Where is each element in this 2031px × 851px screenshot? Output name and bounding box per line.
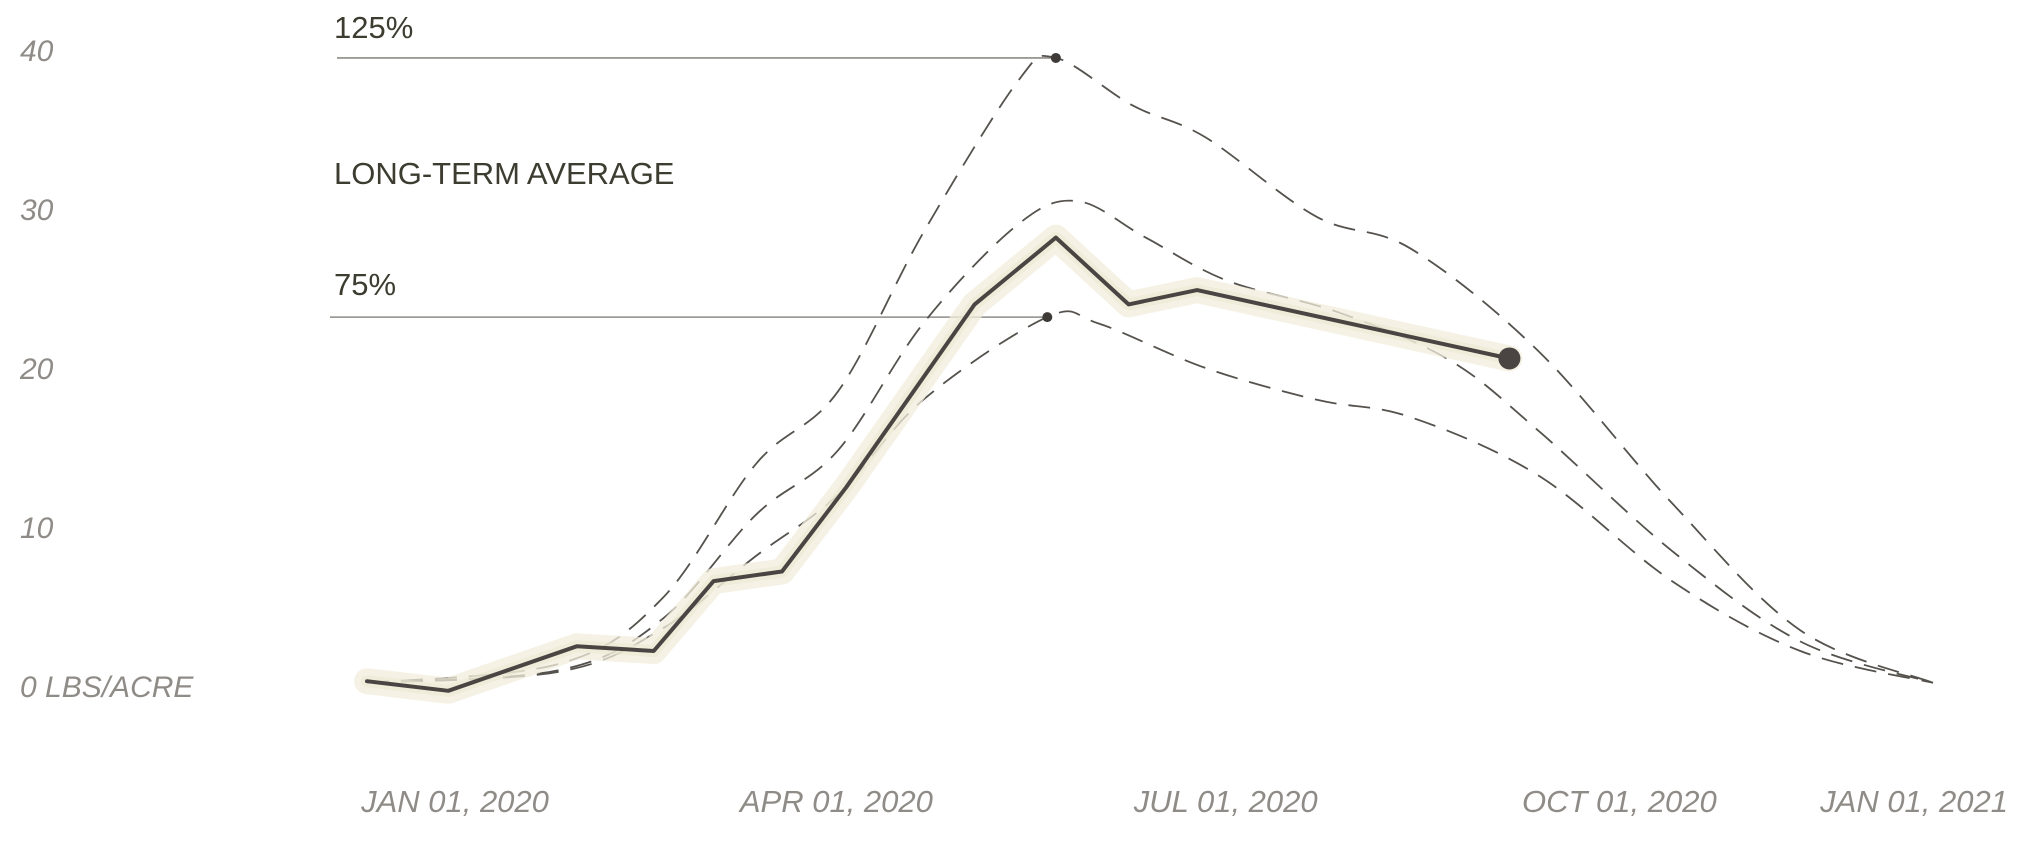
latest-value-marker: [1498, 347, 1521, 370]
annotation-label-125: 125%: [334, 10, 413, 45]
y-tick-label: 0 LBS/ACRE: [20, 671, 194, 704]
annotations: 125% LONG-TERM AVERAGE 75%: [334, 10, 1061, 323]
band-line-75-: [366, 310, 1934, 684]
x-tick-label: JAN 01, 2020: [360, 784, 549, 819]
band-line-long-term-average: [366, 199, 1934, 684]
reference-bands: [366, 54, 1934, 684]
annotation-dot-75: [1042, 312, 1053, 323]
y-tick-label: 30: [20, 194, 54, 227]
annotation-dot-125: [1050, 52, 1061, 63]
x-tick-label: JAN 01, 2021: [1819, 784, 2008, 819]
x-axis: JAN 01, 2020 APR 01, 2020 JUL 01, 2020 OCT …: [360, 784, 2008, 819]
y-tick-label: 40: [20, 35, 54, 68]
y-tick-label: 20: [19, 353, 54, 386]
x-tick-label: JUL 01, 2020: [1133, 784, 1318, 819]
x-tick-label: APR 01, 2020: [738, 784, 933, 819]
band-line-125-: [366, 54, 1934, 684]
y-tick-label: 10: [20, 512, 54, 545]
actual-series: [354, 224, 1523, 704]
y-axis: 0 LBS/ACRE 10 20 30 40: [19, 35, 194, 704]
annotation-label-long-term-average: LONG-TERM AVERAGE: [334, 156, 675, 191]
actual-line: [365, 235, 1512, 693]
x-tick-label: OCT 01, 2020: [1522, 784, 1717, 819]
annotation-label-75: 75%: [334, 267, 396, 302]
